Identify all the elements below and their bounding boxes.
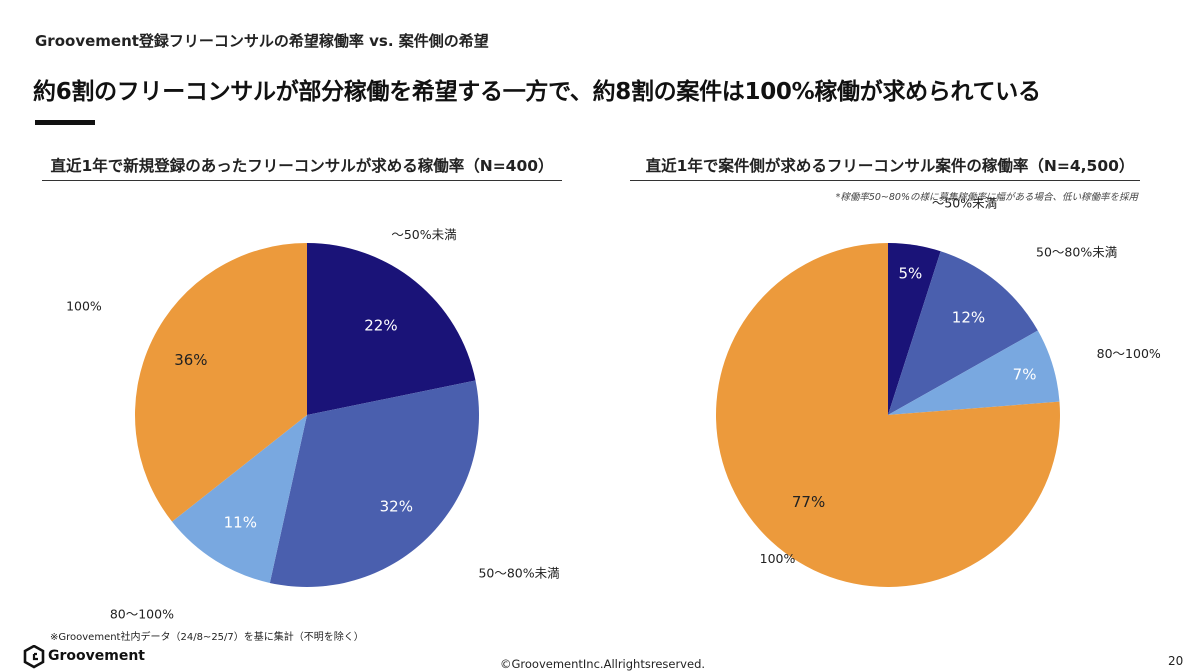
chart2-value-label-3: 7% (1013, 365, 1037, 383)
chart1-category-label-4: 100% (66, 299, 102, 314)
chart1-slice-4 (134, 243, 307, 522)
chart2-note: *稼働率50~80%の様に募集稼働率に幅がある場合、低い稼働率を採用 (835, 192, 1138, 203)
chart1-title: 直近1年で新規登録のあったフリーコンサルが求める稼働率（N=400） (50, 157, 554, 175)
chart1-category-label-1: ～50%未満 (391, 227, 456, 242)
chart1-value-label-3: 11% (224, 513, 257, 531)
accent-bar (35, 120, 95, 125)
chart2-category-label-2: 50～80%未満 (1036, 244, 1117, 259)
logo-text: Groovement (48, 648, 145, 664)
chart2-slice-3 (888, 330, 1060, 415)
footnote: ※Groovement社内データ（24/8~25/7）を基に集計（不明を除く） (50, 632, 364, 643)
chart2-category-label-4: 100% (760, 551, 796, 566)
chart2-slice-1 (888, 243, 941, 415)
chart2-value-label-1: 5% (898, 264, 922, 282)
headline: 約6割のフリーコンサルが部分稼働を希望する一方で、約8割の案件は100%稼働が求… (33, 79, 1041, 105)
chart2-title: 直近1年で案件側が求めるフリーコンサル案件の稼働率（N=4,500） (645, 157, 1135, 175)
chart2-value-label-4: 77% (792, 493, 825, 511)
chart2-category-label-1: ～50%未満 (932, 196, 997, 211)
groovement-logo-icon (23, 645, 45, 669)
chart2-category-label-3: 80～100% (1097, 346, 1161, 361)
chart2-slice-4 (715, 243, 1061, 587)
chart1-slice-1 (307, 243, 476, 415)
copyright: ©GroovementInc.Allrightsreserved. (500, 657, 706, 671)
chart2-slice-2 (888, 251, 1038, 415)
page-number: 20 (1168, 654, 1184, 668)
chart1-category-label-3: 80～100% (110, 607, 174, 622)
chart1-value-label-1: 22% (364, 316, 397, 334)
chart1-category-label-2: 50～80%未満 (478, 565, 559, 580)
chart2-value-label-2: 12% (952, 308, 985, 326)
chart1-title-rule (42, 180, 562, 181)
section-title: Groovement登録フリーコンサルの希望稼働率 vs. 案件側の希望 (35, 32, 489, 50)
chart1-slice-2 (269, 380, 479, 587)
chart1-value-label-2: 32% (380, 498, 413, 516)
chart1-slice-3 (172, 415, 307, 583)
chart2-title-rule (630, 180, 1140, 181)
chart1-value-label-4: 36% (174, 351, 207, 369)
